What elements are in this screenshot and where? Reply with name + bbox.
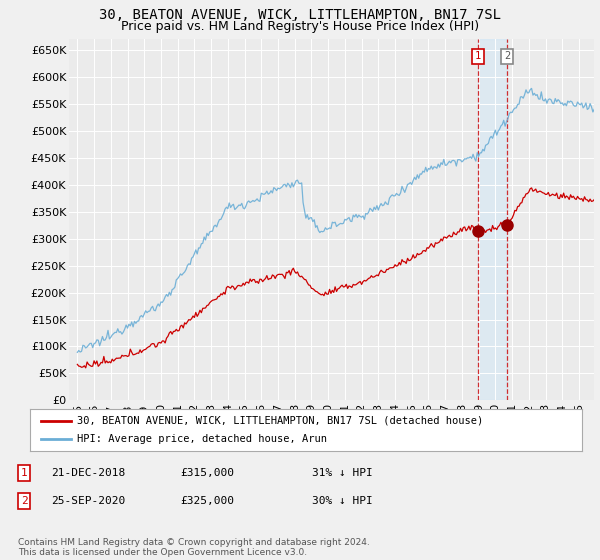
Text: 2: 2 [504,52,511,62]
Text: 21-DEC-2018: 21-DEC-2018 [51,468,125,478]
Text: 25-SEP-2020: 25-SEP-2020 [51,496,125,506]
Text: 30, BEATON AVENUE, WICK, LITTLEHAMPTON, BN17 7SL: 30, BEATON AVENUE, WICK, LITTLEHAMPTON, … [99,8,501,22]
Text: 1: 1 [20,468,28,478]
Text: HPI: Average price, detached house, Arun: HPI: Average price, detached house, Arun [77,434,327,444]
Text: 30% ↓ HPI: 30% ↓ HPI [312,496,373,506]
Text: 30, BEATON AVENUE, WICK, LITTLEHAMPTON, BN17 7SL (detached house): 30, BEATON AVENUE, WICK, LITTLEHAMPTON, … [77,416,483,426]
Text: Price paid vs. HM Land Registry's House Price Index (HPI): Price paid vs. HM Land Registry's House … [121,20,479,33]
Text: Contains HM Land Registry data © Crown copyright and database right 2024.
This d: Contains HM Land Registry data © Crown c… [18,538,370,557]
Bar [478,39,507,400]
Text: 1: 1 [475,52,481,62]
Text: 2: 2 [20,496,28,506]
Text: £315,000: £315,000 [180,468,234,478]
Text: £325,000: £325,000 [180,496,234,506]
Text: 31% ↓ HPI: 31% ↓ HPI [312,468,373,478]
